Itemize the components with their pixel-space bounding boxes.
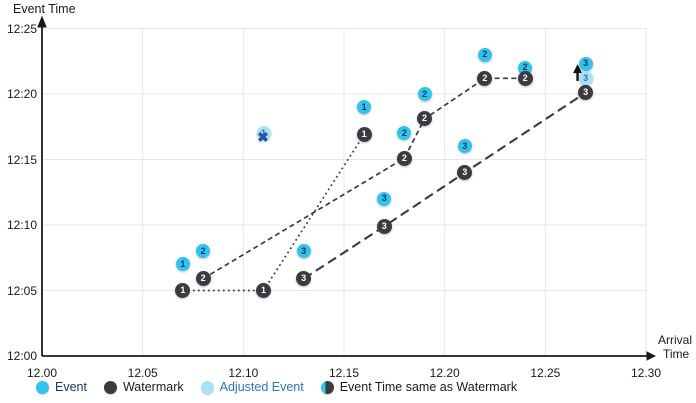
y-tick-label: 12:25: [6, 21, 37, 36]
point-label: 1: [260, 127, 266, 138]
watermark-point: 2: [195, 271, 211, 287]
legend-item-event: Event: [36, 380, 87, 394]
watermark-point: 3: [296, 271, 312, 287]
adjustment-up-arrow-icon: [573, 64, 583, 81]
point-label: 3: [462, 140, 468, 151]
y-tick-label: 12:15: [6, 152, 37, 167]
point-label: 3: [301, 245, 307, 256]
event-point: 2: [196, 244, 211, 259]
adjusted-event-point: 1 ✖: [256, 126, 271, 145]
axes: [37, 15, 656, 361]
x-tick-label: 12.05: [127, 366, 158, 380]
legend-item-event-watermark: Event Time same as Watermark: [320, 380, 518, 394]
watermark-3-line: [303, 91, 587, 280]
y-tick-label: 12:00: [6, 349, 37, 363]
watermark-point: 2: [517, 70, 533, 86]
point-label: 2: [421, 113, 427, 124]
watermark-swatch-icon: [103, 380, 117, 394]
point-label: 3: [583, 87, 589, 98]
watermark-point: 1: [175, 283, 191, 298]
event-point: 2: [397, 126, 412, 141]
point-label: 2: [421, 88, 427, 99]
x-tick-label: 12.20: [429, 366, 460, 380]
y-tick-label: 12:05: [6, 283, 37, 298]
point-label: 3: [381, 193, 387, 204]
event-watermark-swatch-icon: [320, 380, 334, 394]
event-point: 3: [296, 244, 311, 259]
point-label: 2: [401, 127, 407, 138]
x-axis-arrow-icon: [646, 351, 656, 361]
event-point: 2: [477, 47, 492, 62]
x-tick-label: 12.15: [328, 366, 360, 380]
x-axis-title: Arrival Time: [658, 333, 692, 361]
point-label: 2: [200, 245, 206, 256]
point-label: 1: [180, 285, 186, 295]
point-label: 3: [381, 220, 387, 231]
point-label: 2: [401, 152, 407, 163]
event-point: 3: [457, 139, 472, 154]
legend: Event Watermark Adjusted Event Event Time s…: [36, 380, 534, 394]
x-tick-label: 12.10: [228, 366, 259, 380]
event-swatch-icon: [36, 380, 49, 394]
event-point: 1: [175, 257, 190, 272]
legend-label: Watermark: [122, 380, 184, 394]
x-tick-label: 12.25: [530, 366, 561, 380]
watermark-point: 2: [417, 111, 432, 127]
legend-item-watermark: Watermark: [103, 380, 184, 394]
event-point: 2: [417, 87, 432, 101]
up-arrow-head: [573, 64, 583, 74]
legend-label: Adjusted Event: [219, 380, 304, 394]
adjusted-swatch-icon: [200, 380, 214, 394]
point-label: 2: [522, 72, 528, 83]
watermark-point: 3: [578, 85, 594, 101]
point-label: 2: [522, 62, 528, 73]
point-label: 2: [482, 49, 488, 60]
watermark-point: 3: [457, 165, 473, 181]
watermark-point: 2: [477, 70, 493, 86]
x-tick-label: 12.30: [630, 366, 662, 380]
point-label: 1: [260, 285, 266, 295]
watermark-point: 1: [256, 283, 271, 298]
y-tick-label: 12:10: [6, 218, 37, 232]
event-point: 1: [357, 100, 372, 115]
gridlines: [42, 28, 647, 356]
y-axis-title: Event Time: [13, 2, 76, 16]
point-label: 3: [301, 273, 307, 284]
watermark-point: 2: [396, 150, 412, 166]
point-label: 1: [361, 129, 367, 140]
y-axis-arrow-icon: [37, 15, 47, 28]
event-point: 3: [578, 56, 593, 71]
point-label: 2: [482, 72, 488, 83]
legend-item-adjusted: Adjusted Event: [200, 380, 304, 394]
point-label: 1: [180, 258, 186, 269]
event-point: 3: [377, 191, 392, 206]
point-label: 2: [200, 273, 206, 284]
point-label: 3: [583, 72, 589, 83]
dropped-event-cross-icon: ✖: [257, 129, 269, 146]
x-axis-title-line2: Time: [663, 347, 690, 361]
watermark-point: 3: [376, 218, 392, 234]
legend-label: Event: [55, 380, 87, 394]
y-tick-label: 12:20: [6, 87, 37, 101]
point-label: 1: [361, 101, 367, 112]
adjusted-event-point: 3: [578, 71, 593, 86]
watermark-1-line: [182, 134, 365, 292]
point-label: 3: [583, 58, 589, 69]
x-tick-label: 12.00: [26, 366, 58, 380]
watermark-point: 1: [356, 127, 372, 143]
point-label: 3: [462, 167, 468, 178]
legend-label: Event Time same as Watermark: [339, 380, 518, 394]
x-axis-title-line1: Arrival: [658, 333, 693, 347]
